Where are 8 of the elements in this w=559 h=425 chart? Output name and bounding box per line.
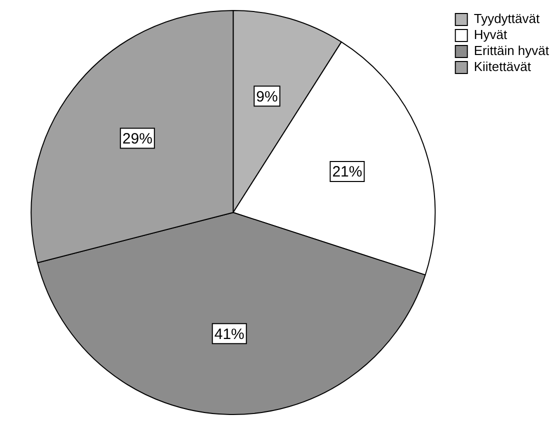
data-label: 21% (332, 164, 362, 181)
legend-label: Hyvät (474, 27, 508, 42)
legend-label: Kiitettävät (474, 59, 532, 74)
legend-label: Tyydyttävät (474, 11, 540, 26)
data-label: 9% (256, 88, 278, 106)
legend-label: Erittäin hyvät (474, 43, 550, 58)
data-label: 41% (214, 326, 244, 343)
data-label: 29% (122, 130, 152, 148)
